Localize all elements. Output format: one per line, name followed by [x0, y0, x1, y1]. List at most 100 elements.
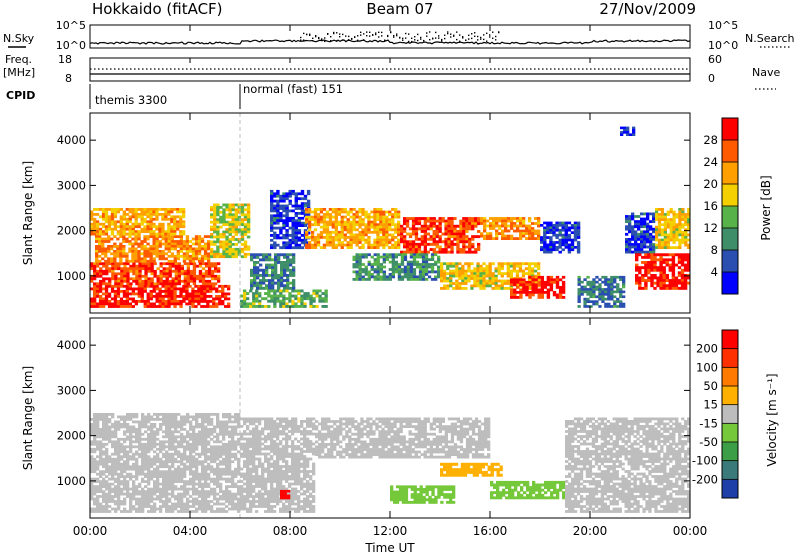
power-cell-8: [379, 238, 383, 242]
velocity-cell-0: [129, 465, 133, 469]
power-cell-3: [98, 215, 103, 219]
power-cell-17: [686, 281, 691, 285]
power-cell-6: [285, 243, 289, 247]
power-cell-12: [418, 263, 423, 266]
power-cell-9: [450, 240, 454, 244]
power-cell-4: [222, 215, 226, 219]
power-cell-17: [677, 255, 682, 259]
power-cell-2: [179, 240, 183, 243]
power-cell-6: [282, 214, 286, 218]
power-cell-10: [510, 224, 514, 228]
power-cell-3: [170, 215, 174, 219]
power-cell-2: [110, 237, 114, 241]
power-cell-10: [528, 224, 532, 228]
power-cell-3: [149, 225, 153, 229]
velocity-cell-0: [108, 490, 112, 493]
power-cell-1: [174, 269, 178, 273]
power-cell-7: [285, 289, 289, 293]
power-cell-0: [152, 305, 156, 308]
power-cell-2: [98, 245, 102, 248]
power-cell-16: [637, 250, 641, 254]
power-cell-18: [687, 238, 691, 242]
power-cell-17: [641, 276, 645, 280]
power-cell-9: [444, 245, 448, 249]
power-cell-6: [270, 246, 274, 250]
power-cell-16: [643, 243, 647, 246]
velocity-cell-0: [93, 500, 97, 503]
power-cell-15: [613, 305, 617, 308]
power-cell-3: [125, 222, 129, 226]
power-cell-0: [149, 295, 153, 298]
power-cell-4: [228, 238, 232, 241]
power-cell-1: [174, 279, 178, 283]
power-cell-1: [159, 262, 163, 266]
power-cell-6: [297, 207, 302, 210]
power-cell-12: [367, 263, 371, 266]
power-cell-1: [195, 274, 200, 278]
power-cell-15: [595, 275, 599, 279]
velocity-cell-0: [105, 500, 109, 503]
power-cell-2: [143, 250, 147, 253]
power-cell-9: [468, 248, 472, 251]
power-cell-3: [98, 222, 103, 226]
power-cell-2: [188, 250, 193, 253]
velocity-cell-0: [129, 487, 133, 491]
velocity-cell-0: [120, 447, 124, 451]
power-cell-2: [179, 237, 183, 241]
power-cell-0: [185, 297, 189, 301]
power-cell-18: [657, 223, 662, 227]
power-cell-2: [173, 254, 177, 258]
power-cell-8: [313, 218, 318, 221]
power-cell-10: [513, 217, 517, 220]
power-cell-5: [259, 274, 263, 277]
power-cell-12: [358, 253, 362, 257]
power-cell-9: [444, 222, 448, 226]
velocity-cell-0: [114, 490, 118, 493]
power-cell-11: [561, 238, 565, 242]
power-cell-1: [165, 269, 169, 273]
power-cell-7: [312, 305, 316, 308]
power-cell-15: [586, 288, 590, 291]
power-cell-17: [677, 281, 682, 285]
power-cell-15: [580, 293, 584, 296]
power-cell-12: [388, 268, 392, 271]
power-cell-6: [291, 224, 295, 227]
power-cell-0: [98, 300, 103, 303]
power-cell-2: [173, 235, 177, 238]
power-cell-2: [149, 257, 153, 261]
power-cell-8: [349, 230, 353, 234]
power-cell-3: [101, 208, 106, 211]
velocity-cell-0: [99, 495, 103, 498]
power-cell-3: [101, 225, 106, 229]
power-cell-6: [270, 229, 274, 232]
power-cell-12: [409, 270, 414, 274]
power-cell-3: [149, 227, 153, 231]
power-cell-12: [355, 260, 359, 264]
power-cell-15: [586, 297, 590, 301]
velocity-cell-0: [120, 472, 124, 476]
power-cell-15: [607, 278, 611, 281]
velocity-cell-0: [123, 487, 127, 491]
power-cell-4: [225, 250, 229, 254]
power-cell-9: [450, 232, 454, 236]
power-cell-13: [476, 279, 480, 283]
power-cell-13: [449, 269, 453, 273]
power-cell-2: [188, 254, 193, 258]
power-cell-1: [114, 272, 118, 276]
power-cell-9: [417, 219, 422, 223]
power-cell-0: [227, 292, 231, 296]
power-cell-14: [561, 283, 566, 287]
power-cell-1: [177, 272, 181, 276]
power-cell-15: [613, 285, 617, 289]
power-cell-8: [313, 220, 318, 224]
power-cell-1: [183, 279, 187, 283]
power-cell-17: [644, 271, 648, 275]
power-cell-5: [271, 271, 275, 275]
power-cell-8: [331, 243, 335, 247]
power-cell-13: [458, 272, 462, 275]
power-cell-16: [625, 232, 629, 236]
velocity-cell-0: [150, 472, 154, 476]
power-cell-3: [173, 230, 177, 233]
velocity-cell-0: [120, 482, 124, 486]
power-cell-7: [261, 297, 265, 301]
